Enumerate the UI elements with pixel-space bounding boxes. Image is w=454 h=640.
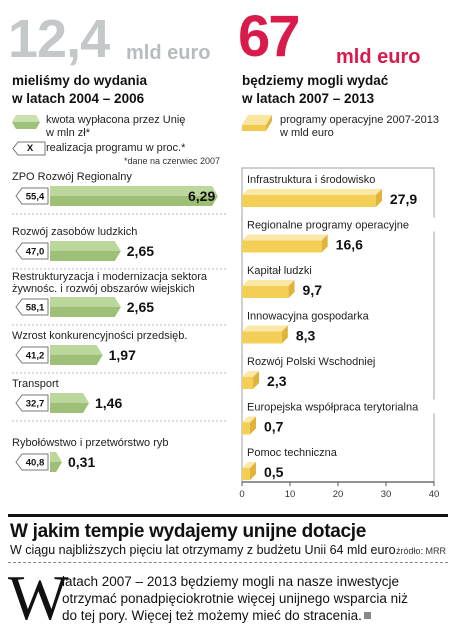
right-bar-value: 0,7 (264, 419, 284, 435)
left-percent-value: 32,7 (26, 399, 45, 410)
right-unit: mld euro (336, 46, 421, 68)
lead-line-3: do tej pory. Więcej też możemy mieć do s… (62, 608, 362, 623)
right-category-label: Rozwój Polski Wschodniej (247, 356, 375, 368)
right-bar-value: 9,7 (303, 282, 323, 298)
footer-top-rule (8, 514, 448, 517)
lead-line-2: otrzymać ponadpięciokrotnie więcej unijn… (62, 591, 408, 606)
legend-green-label-2: w mln zł* (46, 127, 91, 139)
left-bar-value: 0,31 (68, 454, 95, 470)
left-category-label: żywnośc. i rozwój obszarów wiejskich (12, 283, 195, 295)
left-bar (50, 452, 62, 472)
right-bar-chart: 0 10 20 30 40 Infrastruktura i środowisko 27,9… (239, 167, 454, 500)
legend-green-label-1: kwota wypłacona przez Unię (46, 114, 186, 126)
left-unit: mld euro (126, 42, 211, 64)
left-category-label: Wzrost konkurencyjności przedsięb. (12, 330, 187, 342)
left-bar-value: 1,97 (109, 347, 136, 363)
legend-note: *dane na czerwiec 2007 (124, 156, 221, 166)
footer-title: W jakim tempie wydajemy unijne dotacje (10, 521, 367, 542)
right-x-tick-label: 20 (333, 489, 344, 500)
left-bar-value: 1,46 (95, 395, 122, 411)
right-bar-value: 27,9 (390, 191, 417, 207)
left-percent-value: 55,4 (26, 192, 45, 203)
left-subtitle-2: w latach 2004 – 2006 (12, 91, 145, 106)
lead-dropcap: W (8, 562, 69, 633)
footer-source: źródło: MRR (396, 546, 447, 556)
right-bar (242, 462, 256, 480)
left-category-label: Transport (12, 378, 59, 390)
right-category-label: Regionalne programy operacyjne (247, 220, 409, 232)
right-x-tick-label: 30 (381, 489, 392, 500)
left-percent-value: 41,2 (26, 351, 45, 362)
right-bar (242, 234, 328, 253)
right-category-label: Infrastruktura i środowisko (247, 174, 375, 186)
right-bar (242, 371, 260, 389)
left-bar (50, 186, 218, 206)
left-percent-badge (15, 298, 49, 316)
left-percent-badge (15, 453, 49, 471)
right-label-box (244, 354, 399, 368)
left-bar (50, 345, 103, 365)
left-category-label: Restrukturyzacja i modernizacja sektora (12, 271, 208, 283)
right-subtitle-2: w latach 2007 – 2013 (242, 91, 375, 106)
left-bar-value: 6,29 (188, 188, 215, 204)
right-category-label: Pomoc techniczna (247, 447, 338, 459)
left-category-label: Rozwój zasobów ludzkich (12, 226, 137, 238)
left-bar (50, 241, 121, 261)
right-category-label: Innowacyjna gospodarka (247, 311, 370, 323)
left-bar-value: 2,65 (127, 243, 154, 259)
left-bar-chart: ZPO Rozwój Regionalny 55,4 6,29 Rozwój zaso… (12, 171, 228, 472)
right-category-label: Europejska współpraca terytorialna (247, 402, 419, 414)
footer-subtitle: W ciągu najbliższych pięciu lat otrzymam… (10, 543, 396, 557)
right-bar (242, 280, 295, 298)
right-label-box (244, 308, 387, 323)
right-category-label: Kapitał ludzki (247, 265, 312, 277)
left-percent-badge (15, 394, 49, 412)
footer-dashed-rule (8, 562, 448, 563)
left-amount: 12,4 (8, 9, 110, 69)
left-bar-value: 2,65 (127, 299, 154, 315)
right-bar-value: 16,6 (336, 237, 363, 253)
right-x-tick-label: 0 (239, 489, 244, 500)
left-subtitle-1: mieliśmy do wydania (12, 73, 148, 88)
right-bar (242, 325, 288, 344)
left-percent-badge (15, 187, 49, 205)
left-bar (50, 393, 89, 413)
legend-yellow-swatch-icon (242, 115, 272, 131)
right-label-box (244, 217, 435, 232)
left-percent-badge (15, 346, 49, 364)
right-x-tick-label: 10 (285, 489, 296, 500)
left-bar (50, 297, 121, 317)
end-mark-icon (364, 612, 371, 619)
left-percent-badge (15, 242, 49, 260)
right-label-box (244, 172, 417, 186)
legend-yellow-label-2: w mld euro (280, 127, 334, 139)
lead-line-1: latach 2007 – 2013 będziemy mogli na nas… (62, 574, 399, 589)
right-bar-value: 0,5 (264, 464, 284, 480)
right-amount: 67 (238, 4, 300, 69)
left-category-label: ZPO Rozwój Regionalny (12, 171, 132, 183)
right-label-box (244, 445, 350, 459)
right-bar-value: 2,3 (267, 373, 287, 389)
left-category-label: Rybołówstwo i przetwórstwo ryb (12, 437, 169, 449)
legend-green-swatch-icon (12, 115, 40, 129)
right-subtitle-1: będziemy mogli wydać (242, 73, 389, 88)
right-bar (242, 416, 256, 435)
right-bar-value: 8,3 (296, 328, 316, 344)
right-bar (242, 189, 382, 207)
left-percent-value: 47,0 (26, 247, 45, 258)
right-chart-frame (241, 167, 435, 483)
left-percent-value: 58,1 (26, 303, 45, 314)
right-x-tick-label: 40 (429, 489, 440, 500)
legend-x-symbol: X (26, 143, 34, 154)
right-label-box (244, 263, 338, 277)
right-label-box (244, 399, 454, 414)
legend-yellow-label-1: programy operacyjne 2007-2013 (280, 114, 439, 126)
left-percent-value: 40,8 (26, 458, 45, 469)
legend-x-label: realizacja programu w proc.* (46, 142, 186, 154)
legend-x-badge-icon (12, 141, 46, 156)
